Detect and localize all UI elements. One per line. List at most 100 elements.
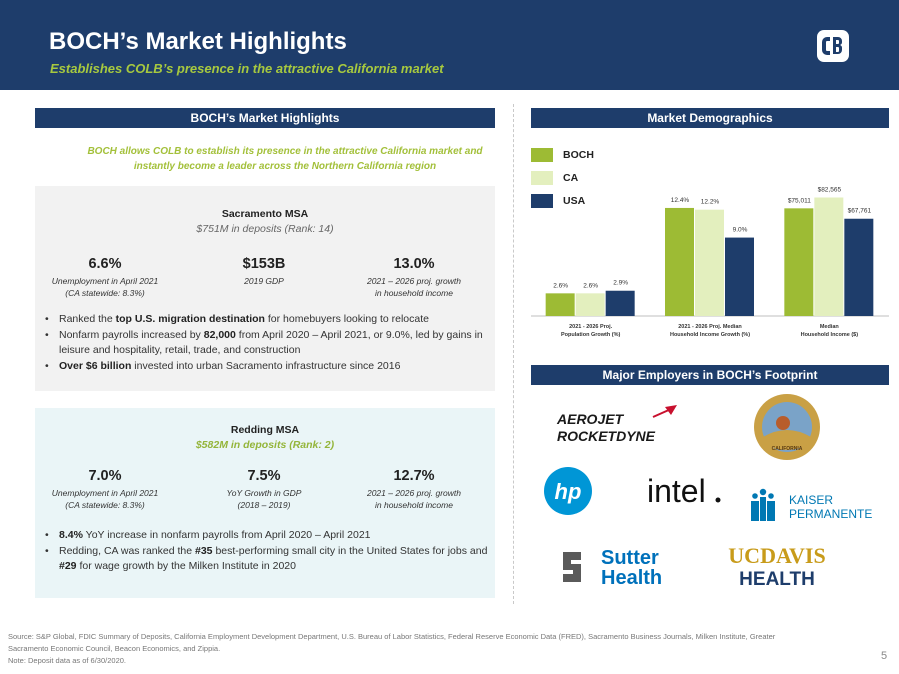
category-label: Household Income Growth (%) (670, 332, 750, 338)
list-item: Ranked the top U.S. migration destinatio… (43, 312, 488, 327)
data-label: 12.2% (701, 199, 720, 206)
svg-text:intel: intel (647, 473, 706, 509)
stat-label: YoY Growth in GDP (2018 – 2019) (184, 487, 344, 511)
data-label: 9.0% (733, 227, 748, 234)
category-label: 2021 - 2026 Proj. Median (678, 324, 742, 330)
svg-text:ROCKETDYNE: ROCKETDYNE (557, 428, 656, 444)
sutter-health-logo: Sutter Health (563, 547, 662, 588)
stat-value: 12.7% (393, 468, 435, 484)
svg-text:HEALTH: HEALTH (739, 569, 815, 589)
uc-davis-health-logo: UCDAVIS HEALTH (728, 543, 825, 589)
legend-label: CA (563, 172, 579, 184)
stat-label-line1: 2021 – 2026 proj. growth (366, 488, 462, 498)
kaiser-permanente-logo: KAISER PERMANENTE (751, 488, 872, 521)
redding-stat-unemployment: 7.0% Unemployment in April 2021 (CA stat… (25, 468, 185, 511)
bar-boch-1 (665, 207, 694, 316)
svg-text:AEROJET: AEROJET (556, 411, 625, 427)
aerojet-rocketdyne-logo: AEROJET ROCKETDYNE (556, 405, 677, 444)
hp-logo: hp (544, 467, 592, 515)
data-label: 2.6% (553, 282, 568, 289)
legend-swatch (531, 171, 553, 185)
svg-text:hp: hp (555, 479, 582, 504)
demographics-bar-chart: 2.6% 2.6% 2.9% 2021 - 2026 Proj. Population … (531, 186, 889, 338)
stat-value: 13.0% (393, 256, 435, 272)
header-banner: BOCH’s Market Highlights Establishes COL… (0, 0, 899, 90)
svg-text:Health: Health (601, 567, 662, 588)
sacramento-stat-unemployment: 6.6% Unemployment in April 2021 (CA stat… (25, 256, 185, 299)
data-label: $82,565 (818, 186, 842, 193)
bar-ca-1 (695, 209, 724, 316)
svg-text:PERMANENTE: PERMANENTE (789, 507, 872, 521)
svg-text:CALIFORNIA: CALIFORNIA (772, 446, 803, 452)
list-item: Redding, CA was ranked the #35 best-perf… (43, 544, 488, 574)
redding-stat-income-growth: 12.7% 2021 – 2026 proj. growth in househ… (334, 468, 494, 511)
stat-label: 2021 – 2026 proj. growth in household in… (334, 487, 494, 511)
stat-label: 2019 GDP (184, 275, 344, 287)
data-label: $75,011 (788, 197, 811, 204)
deposit-note: Note: Deposit data as of 6/30/2020. (8, 656, 126, 665)
data-label: 2.9% (613, 280, 628, 287)
data-label: 12.4% (671, 197, 690, 204)
stat-value: 7.5% (247, 468, 281, 484)
stat-label-line2: (CA statewide: 8.3%) (65, 288, 145, 298)
list-item: 8.4% YoY increase in nonfarm payrolls fr… (43, 528, 488, 543)
stat-label-line2: (2018 – 2019) (237, 500, 291, 510)
intro-statement: BOCH allows COLB to establish its presen… (87, 146, 483, 172)
legend-label: BOCH (563, 149, 594, 161)
list-item: Over $6 billion invested into urban Sacr… (43, 359, 488, 374)
sacramento-deposits: $751M in deposits (Rank: 14) (196, 223, 334, 235)
data-label: $67,761 (848, 208, 872, 215)
section-header-major-employers: Major Employers in BOCH’s Footprint (531, 365, 889, 385)
intel-logo: intel (647, 473, 721, 509)
bar-usa-1 (725, 237, 754, 316)
source-note: Source: S&P Global, FDIC Summary of Depo… (8, 632, 776, 653)
stat-label: Unemployment in April 2021 (CA statewide… (25, 487, 185, 511)
stat-value: 7.0% (88, 468, 122, 484)
footer-notes: Source: S&P Global, FDIC Summary of Depo… (8, 631, 808, 667)
category-label: Median (820, 324, 840, 330)
stat-label-line2: in household income (375, 500, 453, 510)
bar-ca-2 (814, 197, 844, 316)
sacramento-stat-gdp: $153B 2019 GDP (184, 256, 344, 287)
svg-text:UCDAVIS: UCDAVIS (728, 543, 825, 568)
category-label: Population Growth (%) (561, 332, 620, 338)
stat-label-line1: 2019 GDP (244, 276, 284, 286)
bar-ca-0 (575, 293, 605, 316)
stat-label-line1: Unemployment in April 2021 (51, 488, 159, 498)
stat-label-line1: Unemployment in April 2021 (51, 276, 159, 286)
svg-text:KAISER: KAISER (789, 493, 833, 507)
stat-label-line1: 2021 – 2026 proj. growth (366, 276, 462, 286)
legend-swatch (531, 148, 553, 162)
stat-label-line2: in household income (375, 288, 453, 298)
redding-deposits: $582M in deposits (Rank: 2) (195, 439, 335, 451)
sacramento-bullets: Ranked the top U.S. migration destinatio… (43, 312, 488, 375)
bar-boch-0 (545, 293, 575, 316)
redding-bullets: 8.4% YoY increase in nonfarm payrolls fr… (43, 528, 488, 575)
redding-title: Redding MSA (230, 424, 300, 436)
page-number: 5 (881, 650, 888, 662)
column-divider (513, 104, 514, 604)
sacramento-title: Sacramento MSA (221, 208, 309, 220)
company-logo-icon (817, 30, 849, 62)
bar-usa-2 (844, 218, 874, 316)
svg-text:Sutter: Sutter (601, 547, 659, 569)
list-item: Nonfarm payrolls increased by 82,000 fro… (43, 328, 488, 358)
redding-stat-gdp-growth: 7.5% YoY Growth in GDP (2018 – 2019) (184, 468, 344, 511)
legend-swatch (531, 194, 553, 208)
section-header-market-highlights: BOCH’s Market Highlights (35, 108, 495, 128)
legend-label: USA (563, 195, 586, 207)
page-subtitle: Establishes COLB’s presence in the attra… (50, 61, 444, 76)
category-label: 2021 - 2026 Proj. (569, 324, 613, 330)
bar-usa-0 (605, 290, 635, 316)
section-header-market-demographics: Market Demographics (531, 108, 889, 128)
sacramento-stat-income-growth: 13.0% 2021 – 2026 proj. growth in househ… (334, 256, 494, 299)
stat-label-line1: YoY Growth in GDP (226, 488, 302, 498)
california-state-seal-icon: CALIFORNIA (754, 394, 820, 460)
stat-value: 6.6% (88, 256, 122, 272)
redding-msa-panel: Redding MSA $582M in deposits (Rank: 2) … (35, 408, 495, 598)
stat-label: Unemployment in April 2021 (CA statewide… (25, 275, 185, 299)
stat-label: 2021 – 2026 proj. growth in household in… (334, 275, 494, 299)
stat-label-line2: (CA statewide: 8.3%) (65, 500, 145, 510)
stat-value: $153B (242, 256, 286, 272)
sacramento-msa-panel: Sacramento MSA $751M in deposits (Rank: … (35, 186, 495, 391)
